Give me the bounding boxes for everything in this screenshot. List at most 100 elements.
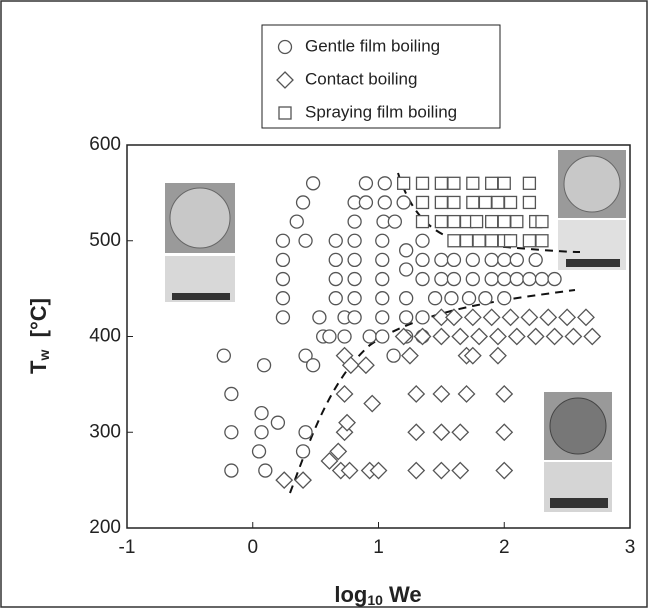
- marker-circle: [347, 291, 362, 306]
- marker-square: [522, 195, 537, 210]
- marker-diamond: [451, 461, 470, 480]
- marker-circle: [305, 176, 321, 191]
- marker-square: [503, 234, 518, 248]
- marker-square: [278, 106, 292, 120]
- marker-diamond: [495, 385, 514, 403]
- marker-diamond: [340, 461, 359, 480]
- marker-circle: [534, 271, 550, 287]
- marker-diamond: [407, 385, 426, 403]
- marker-square: [434, 195, 449, 210]
- marker-diamond: [432, 423, 451, 442]
- inset-image: [172, 293, 230, 300]
- marker-circle: [358, 176, 374, 191]
- marker-circle: [399, 291, 414, 306]
- marker-circle: [375, 252, 390, 268]
- x-axis-label: log10 We: [334, 582, 421, 608]
- marker-circle: [444, 291, 459, 306]
- marker-square: [396, 176, 411, 190]
- marker-circle: [434, 252, 449, 268]
- marker-circle: [347, 214, 362, 229]
- marker-square: [497, 176, 511, 190]
- marker-circle: [484, 252, 499, 268]
- marker-diamond: [489, 346, 507, 365]
- marker-square: [535, 234, 549, 248]
- marker-diamond: [495, 461, 514, 480]
- marker-diamond: [335, 385, 354, 403]
- marker-square: [415, 214, 430, 229]
- x-tick-label: 2: [499, 537, 510, 558]
- marker-circle: [216, 348, 231, 363]
- marker-circle: [375, 291, 390, 306]
- marker-square: [478, 195, 493, 210]
- marker-circle: [377, 195, 392, 210]
- marker-square: [510, 214, 524, 229]
- marker-circle: [375, 233, 390, 248]
- marker-diamond: [545, 327, 564, 346]
- marker-circle: [289, 214, 304, 229]
- marker-circle: [295, 195, 311, 210]
- marker-circle: [465, 252, 480, 268]
- marker-diamond: [432, 385, 451, 403]
- marker-circle: [258, 463, 273, 478]
- marker-square: [485, 214, 499, 229]
- marker-square: [503, 195, 518, 210]
- marker-square: [466, 176, 480, 190]
- marker-square: [485, 234, 499, 248]
- marker-diamond: [341, 356, 360, 375]
- y-axis-label: Tw [°C]: [26, 298, 52, 374]
- marker-diamond: [320, 452, 339, 470]
- marker-circle: [427, 291, 443, 306]
- y-tick-label: 200: [89, 517, 121, 538]
- marker-diamond: [495, 423, 514, 442]
- marker-circle: [497, 271, 512, 287]
- marker-circle: [328, 233, 343, 248]
- legend: [261, 24, 501, 129]
- marker-circle: [347, 310, 362, 325]
- marker-circle: [415, 252, 430, 268]
- marker-circle: [224, 425, 239, 440]
- marker-diamond: [394, 327, 413, 346]
- marker-diamond: [577, 308, 595, 327]
- marker-square: [447, 234, 461, 248]
- marker-circle: [347, 252, 362, 268]
- inset-image: [566, 259, 620, 267]
- marker-diamond: [457, 385, 476, 403]
- marker-circle: [375, 329, 390, 344]
- marker-square: [466, 195, 480, 210]
- marker-circle: [270, 415, 286, 430]
- marker-circle: [275, 233, 291, 248]
- marker-diamond: [539, 308, 558, 327]
- inset-image: [550, 498, 608, 508]
- marker-diamond: [338, 413, 356, 432]
- marker-circle: [465, 271, 480, 287]
- marker-square: [447, 195, 461, 210]
- marker-diamond: [520, 308, 539, 327]
- marker-circle: [298, 233, 313, 248]
- marker-circle: [298, 425, 313, 440]
- marker-circle: [387, 214, 402, 229]
- y-tick-label: 300: [89, 421, 121, 442]
- marker-circle: [295, 444, 311, 459]
- marker-diamond: [413, 327, 432, 346]
- marker-diamond: [451, 423, 470, 442]
- marker-square: [434, 176, 449, 190]
- marker-circle: [337, 329, 352, 344]
- marker-circle: [347, 233, 362, 248]
- y-tick-label: 600: [89, 134, 121, 155]
- marker-circle: [497, 252, 512, 268]
- marker-circle: [386, 348, 401, 363]
- inset-image: [563, 155, 621, 213]
- marker-diamond: [501, 308, 520, 327]
- marker-diamond: [432, 308, 451, 327]
- marker-diamond: [357, 356, 375, 375]
- legend-label: Spraying film boiling: [305, 102, 457, 121]
- marker-circle: [528, 252, 543, 268]
- inset-image: [549, 397, 607, 455]
- marker-circle: [399, 243, 414, 258]
- marker-diamond: [363, 394, 382, 413]
- marker-circle: [446, 252, 462, 268]
- marker-circle: [484, 271, 499, 287]
- marker-diamond: [482, 308, 501, 327]
- marker-circle: [251, 444, 267, 459]
- marker-circle: [478, 291, 493, 306]
